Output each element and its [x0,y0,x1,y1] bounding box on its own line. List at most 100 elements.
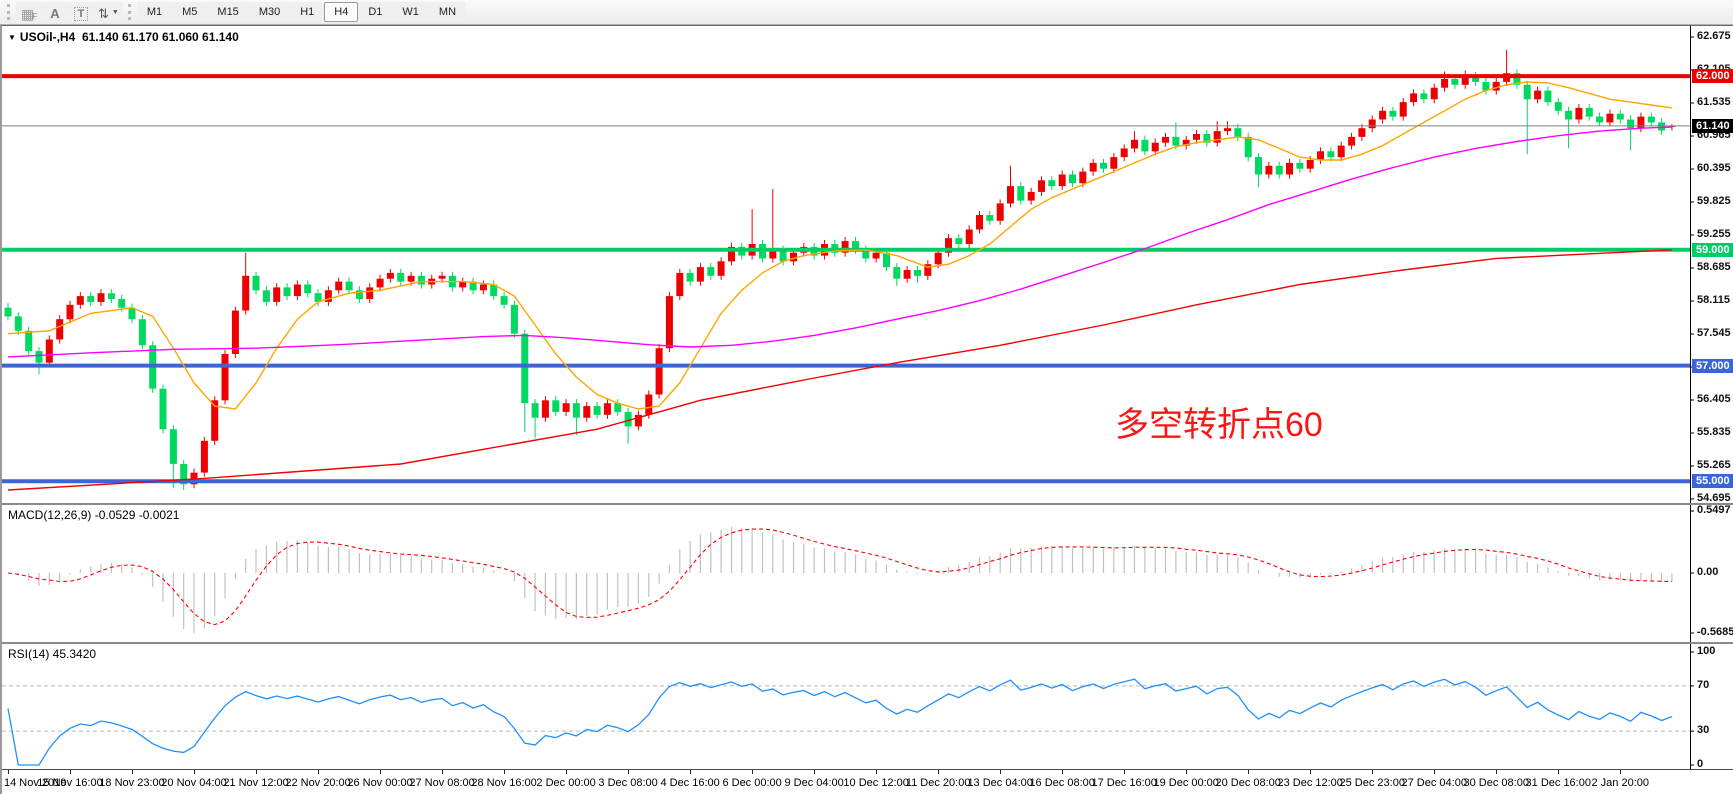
letter-t-icon: T [73,6,89,21]
date-tick-mark [814,770,816,774]
date-tick-mark [504,770,506,774]
rsi-label: RSI(14) 45.3420 [8,647,97,661]
price-tick-label: 60.395 [1697,162,1731,174]
macd-tick-label: 0.00 [1697,566,1719,578]
chevron-down-icon: ▼ [111,8,119,16]
date-tick-label: 4 Dec 16:00 [660,777,720,789]
rsi-plot[interactable] [2,644,1733,774]
price-tick-label: 61.535 [1697,96,1731,108]
timeframe-button-D1[interactable]: D1 [358,2,393,22]
timeframe-button-W1[interactable]: W1 [392,2,429,22]
price-level-badge: 62.000 [1692,69,1733,84]
date-tick-label: 26 Nov 00:00 [347,777,413,789]
rsi-panel[interactable]: RSI(14) 45.3420 100 70 30 0 [2,642,1733,770]
chart-title: ▼ USOil-,H4 61.140 61.170 61.060 61.140 [8,30,239,44]
date-tick-label: 2 Dec 00:00 [536,777,596,789]
date-tick-label: 17 Dec 16:00 [1091,777,1157,789]
timeframe-button-H4[interactable]: H4 [324,2,359,22]
price-plot-svg [2,26,1694,503]
date-tick-label: 10 Dec 12:00 [843,777,909,789]
date-tick-mark [1248,770,1250,774]
date-tick-mark [752,770,754,774]
date-tick-label: 16 Dec 08:00 [1029,777,1095,789]
grid-f-tool-button[interactable]: ▦ F [16,1,42,23]
timeframe-button-M5[interactable]: M5 [172,2,208,22]
timeframe-button-M30[interactable]: M30 [248,2,291,22]
date-tick-mark [938,770,940,774]
toolbar-drag-handle[interactable] [127,4,132,20]
date-tick-mark [690,770,692,774]
symbol-label: USOil-,H4 [19,30,76,44]
date-tick-label: 9 Dec 04:00 [784,777,844,789]
date-tick-mark [256,770,258,774]
date-tick-mark [1062,770,1064,774]
macd-plot[interactable] [2,505,1733,647]
price-tick-label: 62.675 [1697,30,1731,42]
letter-a-icon: A [50,5,60,21]
rsi-tick-label: 30 [1697,724,1710,737]
date-tick-label: 25 Dec 23:00 [1339,777,1405,789]
macd-label: MACD(12,26,9) -0.0529 -0.0021 [8,508,180,522]
date-tick-mark [1496,770,1498,774]
chart-area[interactable]: ▼ USOil-,H4 61.140 61.170 61.060 61.140 多… [0,25,1733,794]
macd-tick-label: -0.5685 [1697,626,1733,638]
macd-panel[interactable]: MACD(12,26,9) -0.0529 -0.0021 0.5497 0.00… [2,503,1733,642]
date-tick-label: 18 Nov 23:00 [99,777,165,789]
date-tick-label: 14 Nov 2019 [4,777,67,789]
toolbar: ▦ F A T ⇅ ▼ M1 M5 M15 M30 H1 H4 D1 W1 MN [0,0,1733,25]
date-tick-label: 19 Dec 00:00 [1153,777,1219,789]
date-tick-mark [1186,770,1188,774]
timeframe-button-M1[interactable]: M1 [136,2,173,22]
rsi-tick-label: 0 [1697,758,1704,770]
date-tick-mark [1310,770,1312,774]
date-tick-mark [628,770,630,774]
date-tick-mark [194,770,196,774]
date-tick-mark [132,770,134,774]
price-tick-label: 57.545 [1697,327,1731,339]
date-tick-mark [566,770,568,774]
price-chart-panel[interactable]: ▼ USOil-,H4 61.140 61.170 61.060 61.140 多… [2,26,1733,504]
date-tick-mark [380,770,382,774]
text-box-tool-button[interactable]: T [68,1,94,23]
date-tick-mark [1000,770,1002,774]
text-label-tool-button[interactable]: A [42,1,68,23]
time-axis: 14 Nov 2019 15 Nov 16:00 18 Nov 23:00 20 No… [2,769,1733,794]
date-tick-label: 21 Nov 12:00 [223,777,289,789]
date-tick-label: 31 Dec 16:00 [1525,777,1591,789]
date-tick-label: 20 Dec 08:00 [1215,777,1281,789]
date-tick-mark [8,770,9,774]
price-tick-label: 56.405 [1697,393,1731,405]
date-tick-label: 11 Dec 20:00 [905,777,971,789]
date-tick-mark [1434,770,1436,774]
price-tick-label: 54.695 [1697,492,1731,504]
timeframe-button-H1[interactable]: H1 [290,2,325,22]
date-tick-label: 28 Nov 16:00 [471,777,537,789]
macd-plot-svg [7,505,1694,642]
price-level-badge: 57.000 [1692,358,1733,373]
date-tick-mark [442,770,444,774]
arrows-tool-button[interactable]: ⇅ ▼ [94,1,123,23]
grid-icon: ▦ [20,5,35,22]
rsi-plot-svg [2,644,1694,769]
date-tick-label: 22 Nov 20:00 [285,777,351,789]
candlestick-plot[interactable] [2,26,1733,508]
price-level-badge: 59.000 [1692,242,1733,257]
chevron-down-icon: ▼ [8,33,16,42]
date-tick-mark [1620,770,1622,774]
date-tick-label: 30 Dec 08:00 [1463,777,1529,789]
timeframe-button-M15[interactable]: M15 [207,2,249,22]
date-tick-mark [876,770,878,774]
date-tick-mark [318,770,320,774]
timeframe-button-MN[interactable]: MN [428,2,467,22]
date-tick-label: 2 Jan 20:00 [1591,777,1650,789]
price-tick-label: 59.825 [1697,195,1731,207]
ohlc-values: 61.140 61.170 61.060 61.140 [81,30,239,44]
date-tick-label: 6 Dec 00:00 [722,777,782,789]
price-tick-label: 55.835 [1697,426,1731,438]
date-tick-label: 27 Nov 08:00 [409,777,475,789]
date-tick-mark [1558,770,1560,774]
toolbar-drag-handle[interactable] [7,4,11,20]
date-tick-label: 3 Dec 08:00 [598,777,658,789]
date-tick-label: 27 Dec 04:00 [1401,777,1467,789]
